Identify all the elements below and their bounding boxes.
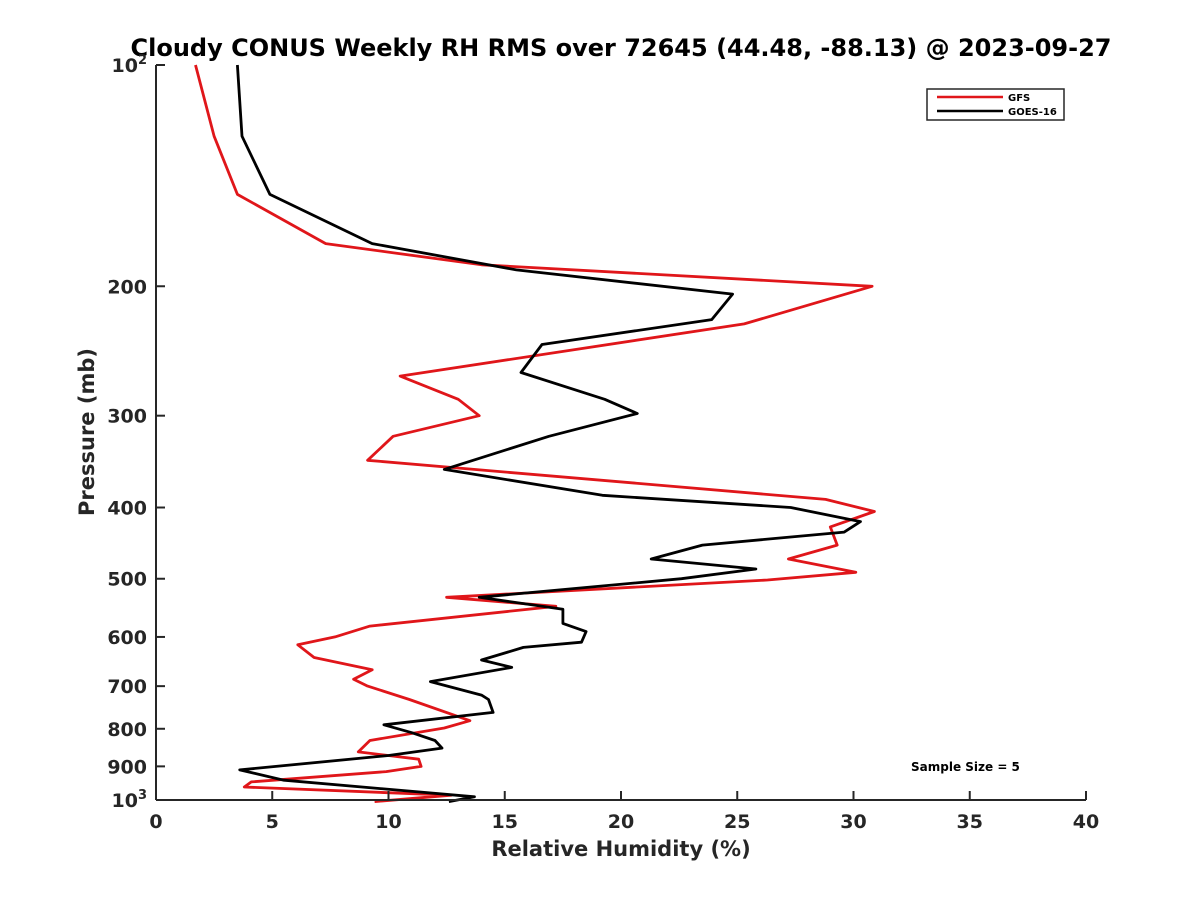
y-tick-label: 600 — [107, 627, 147, 649]
x-tick-label: 0 — [149, 811, 162, 833]
legend-box — [926, 88, 1065, 121]
plot-area: 0 5 10 15 20 25 30 35 40 102 200 300 400 500 600 700 80… — [107, 53, 1099, 833]
legend: GFS GOES-16 — [926, 88, 1065, 121]
series-line-goes16 — [236, 64, 862, 803]
y-tick-label: 300 — [107, 406, 147, 428]
x-tick-label: 20 — [608, 811, 634, 833]
y-tick-label: 800 — [107, 719, 147, 741]
y-tick-label: 900 — [107, 756, 147, 778]
x-tick-label: 30 — [840, 811, 866, 833]
x-tick-label: 5 — [266, 811, 279, 833]
x-axis-label: Relative Humidity (%) — [491, 837, 750, 861]
x-tick-label: 35 — [957, 811, 983, 833]
y-tick-label: 500 — [107, 569, 147, 591]
legend-label-goes16: GOES-16 — [1008, 107, 1057, 118]
x-tick-label: 10 — [375, 811, 401, 833]
x-tick-label: 25 — [724, 811, 750, 833]
y-tick-label: 400 — [107, 498, 147, 520]
y-tick-label: 102 — [112, 53, 148, 77]
x-ticks: 0 5 10 15 20 25 30 35 40 — [149, 791, 1099, 833]
sample-size-annotation: Sample Size = 5 — [911, 760, 1020, 774]
chart-title: Cloudy CONUS Weekly RH RMS over 72645 (4… — [131, 34, 1112, 62]
y-tick-label: 200 — [107, 276, 147, 298]
y-axis-label: Pressure (mb) — [75, 348, 99, 516]
x-tick-label: 40 — [1073, 811, 1099, 833]
series-layer — [194, 64, 876, 803]
x-tick-label: 15 — [492, 811, 518, 833]
legend-label-gfs: GFS — [1008, 93, 1030, 104]
y-tick-label: 700 — [107, 676, 147, 698]
